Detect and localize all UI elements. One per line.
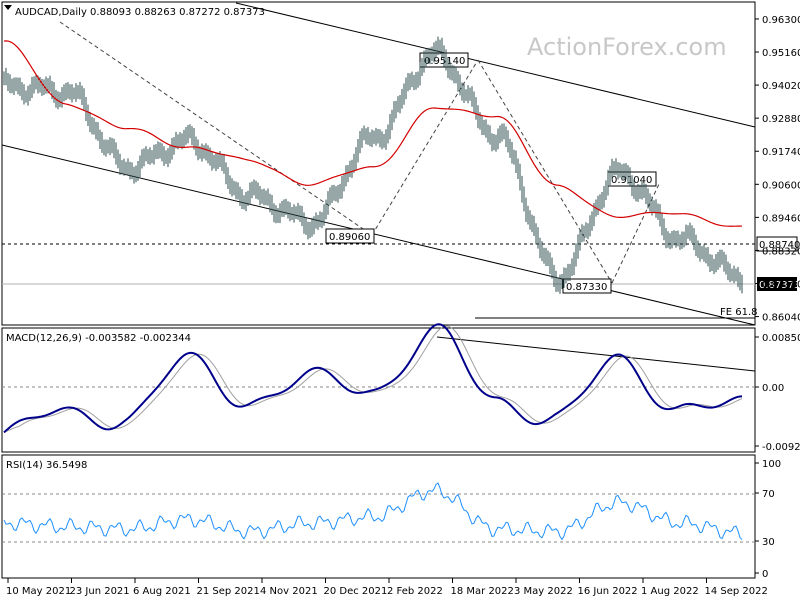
price-y-tick-label: 0.89460 — [762, 213, 800, 224]
reference-price-marker: 0.88740 — [756, 236, 800, 252]
macd-main-line — [3, 323, 743, 434]
macd-y-tick-label: 0.008503 — [762, 333, 800, 344]
rsi-panel-header: RSI(14) 36.5498 — [6, 460, 87, 471]
price-y-tick-label: 0.90600 — [762, 180, 800, 191]
x-tick-label: 2 Feb 2022 — [387, 586, 443, 597]
macd-y-tick-label: 0.00 — [762, 383, 784, 394]
x-tick-label: 16 Jun 2022 — [578, 586, 638, 597]
current-price-marker-text: 0.87373 — [759, 280, 800, 291]
x-tick-label: 3 May 2022 — [514, 586, 573, 597]
rsi-y-tick-label: 70 — [762, 489, 775, 500]
channel-upper-line — [235, 2, 756, 128]
collapse-triangle-icon[interactable] — [4, 5, 12, 10]
macd-y-tick-label: -0.009262 — [762, 442, 800, 453]
macd-panel-frame — [1, 327, 756, 453]
x-tick-label: 21 Sep 2021 — [197, 586, 260, 597]
annotation-low-2: 0.87330 — [562, 278, 612, 294]
price-y-tick-label: 0.86040 — [762, 313, 800, 324]
rsi-y-tick-label: 100 — [762, 459, 781, 470]
rsi-line — [3, 482, 743, 541]
x-tick-label: 18 Mar 2022 — [451, 586, 514, 597]
fib-dashed-line-3 — [477, 59, 613, 284]
moving-average-line — [3, 40, 743, 227]
y-axis-ticks: 0.96300 0.95160 0.94020 0.92880 0.91740 0.906… — [755, 15, 800, 580]
price-y-tick-label: 0.94020 — [762, 81, 800, 92]
rsi-panel-frame — [1, 454, 756, 579]
price-y-tick-label: 0.95160 — [762, 48, 800, 59]
price-y-tick-label: 0.87180 — [762, 280, 800, 291]
watermark: ActionForex.com — [527, 33, 727, 61]
fib-dashed-line-1 — [59, 21, 373, 236]
price-y-tick-label: 0.91740 — [762, 147, 800, 158]
rsi-y-tick-label: 30 — [762, 537, 775, 548]
price-panel-header: AUDCAD,Daily 0.88093 0.88263 0.87272 0.8… — [15, 7, 265, 18]
rsi-y-tick-label: 0 — [762, 569, 768, 580]
x-tick-label: 1 Aug 2022 — [641, 586, 699, 597]
macd-panel-header: MACD(12,26,9) -0.003582 -0.002344 — [6, 333, 191, 344]
price-y-tick-label: 0.96300 — [762, 15, 800, 26]
x-tick-label: 6 Aug 2021 — [133, 586, 191, 597]
x-tick-label: 4 Nov 2021 — [260, 586, 318, 597]
macd-trend-line — [436, 336, 756, 372]
x-tick-label: 10 May 2021 — [6, 586, 71, 597]
x-tick-label: 20 Dec 2021 — [324, 586, 388, 597]
annotation-high-1-text: 0.95140 — [424, 56, 465, 67]
x-tick-label: 14 Sep 2022 — [705, 586, 768, 597]
price-lines — [3, 40, 743, 227]
macd-lines — [3, 323, 743, 434]
annotation-low-1-text: 0.89060 — [329, 232, 370, 243]
reference-price-marker-text: 0.88740 — [759, 240, 800, 251]
rsi-lines — [3, 482, 743, 541]
annotation-low-2-text: 0.87330 — [566, 282, 607, 293]
price-y-tick-label: 0.92880 — [762, 114, 800, 125]
annotation-low-1: 0.89060 — [325, 228, 375, 244]
x-tick-label: 23 Jun 2021 — [70, 586, 130, 597]
price-bars — [3, 36, 743, 294]
price-panel-frame — [1, 1, 756, 326]
current-price-marker: 0.87373 — [757, 277, 800, 291]
channel-lower-line — [1, 144, 756, 326]
macd-signal-line — [3, 325, 743, 433]
fe-label: FE 61.8 — [720, 307, 758, 318]
price-y-tick-label: 0.88320 — [762, 246, 800, 257]
